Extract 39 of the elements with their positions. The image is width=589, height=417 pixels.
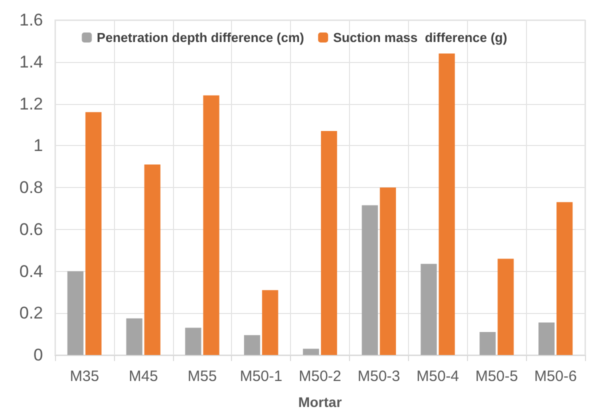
legend-label: Suction mass difference (g)	[333, 30, 508, 45]
bar	[126, 318, 142, 355]
bar	[244, 335, 260, 355]
bar	[380, 188, 396, 355]
y-tick-label: 0.2	[19, 304, 43, 323]
x-tick-label: M50-5	[475, 368, 518, 385]
y-tick-label: 0	[34, 346, 43, 364]
bar	[262, 290, 278, 355]
y-tick-label: 0.6	[19, 220, 43, 239]
x-tick-label: M50-3	[358, 368, 400, 385]
x-axis-title: Mortar	[298, 394, 342, 410]
y-tick-label: 1.2	[19, 94, 43, 114]
bar	[538, 322, 555, 355]
legend-label: Penetration depth difference (cm)	[96, 30, 304, 45]
bar	[67, 271, 84, 355]
x-tick-label: M50-6	[534, 368, 577, 385]
bar	[144, 164, 160, 355]
bar	[480, 332, 496, 355]
y-tick-label: 1	[34, 136, 43, 156]
x-tick-label: M50-1	[240, 368, 282, 385]
bar	[556, 202, 573, 355]
x-tick-label: M55	[188, 368, 217, 385]
bar	[320, 130, 338, 355]
y-tick-label: 1.6	[19, 10, 43, 30]
bar	[302, 348, 320, 355]
bar	[362, 205, 378, 355]
x-tick-label: M45	[128, 368, 158, 385]
y-tick-label: 1.4	[19, 52, 43, 72]
bar	[185, 328, 202, 355]
x-tick-label: M35	[70, 368, 100, 385]
bar	[85, 112, 102, 355]
bar	[420, 264, 437, 355]
bar	[498, 258, 514, 355]
x-tick-label: M50-4	[416, 368, 460, 385]
bar	[203, 95, 220, 355]
y-tick-label: 0.4	[19, 262, 43, 281]
x-tick-label: M50-2	[298, 368, 342, 385]
bar	[438, 54, 455, 355]
y-tick-label: 0.8	[19, 178, 43, 197]
